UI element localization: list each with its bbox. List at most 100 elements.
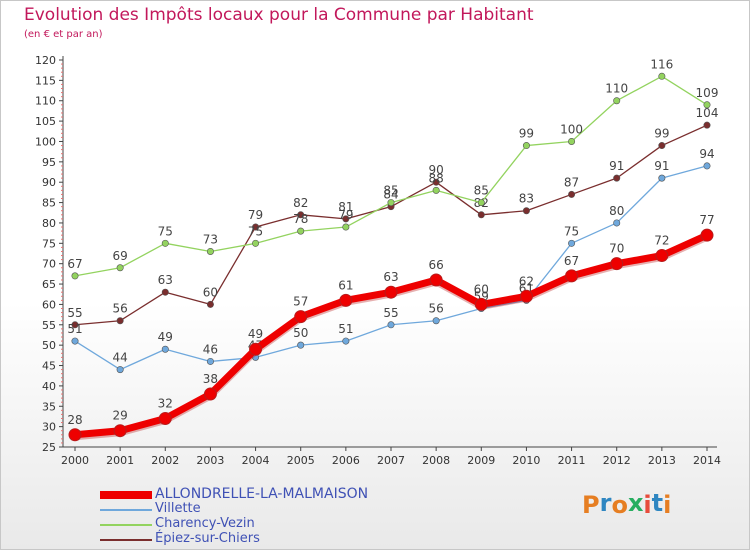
data-point-allondrelle-la-malmaison bbox=[610, 257, 624, 271]
x-tick-label: 2004 bbox=[242, 454, 270, 467]
data-point-piez-sur-chiers bbox=[116, 317, 124, 325]
data-label-allondrelle-la-malmaison: 28 bbox=[67, 413, 82, 427]
data-point-allondrelle-la-malmaison bbox=[158, 411, 172, 425]
data-label-allondrelle-la-malmaison: 29 bbox=[113, 409, 128, 423]
data-label-piez-sur-chiers: 55 bbox=[67, 306, 82, 320]
data-label-charency-vezin: 85 bbox=[474, 184, 489, 198]
legend-label-charency: Charency-Vezin bbox=[155, 516, 255, 531]
data-label-allondrelle-la-malmaison: 60 bbox=[474, 282, 489, 296]
logo-letter: r bbox=[599, 489, 612, 517]
x-tick-label: 2005 bbox=[287, 454, 315, 467]
data-label-allondrelle-la-malmaison: 32 bbox=[158, 396, 173, 410]
y-tick-label: 115 bbox=[35, 74, 56, 87]
chart-title: Evolution des Impôts locaux pour la Comm… bbox=[24, 5, 534, 25]
data-point-charency-vezin bbox=[71, 272, 79, 280]
data-point-piez-sur-chiers bbox=[477, 211, 485, 219]
data-point-charency-vezin bbox=[477, 199, 485, 207]
y-tick-label: 50 bbox=[42, 339, 56, 352]
data-label-piez-sur-chiers: 104 bbox=[696, 106, 719, 120]
x-tick-label: 2013 bbox=[648, 454, 676, 467]
x-tick-label: 2001 bbox=[106, 454, 134, 467]
data-label-allondrelle-la-malmaison: 70 bbox=[609, 242, 624, 256]
proxiti-logo: Proxiti bbox=[582, 489, 672, 519]
data-label-charency-vezin: 85 bbox=[383, 184, 398, 198]
data-point-piez-sur-chiers bbox=[432, 178, 440, 186]
data-label-piez-sur-chiers: 82 bbox=[293, 196, 308, 210]
y-tick-label: 40 bbox=[42, 380, 56, 393]
x-tick-label: 2012 bbox=[603, 454, 631, 467]
data-point-allondrelle-la-malmaison bbox=[655, 249, 669, 263]
data-label-piez-sur-chiers: 79 bbox=[248, 208, 263, 222]
data-label-charency-vezin: 73 bbox=[203, 232, 218, 246]
legend-swatch-charency bbox=[100, 524, 152, 526]
chart-subtitle: (en € et par an) bbox=[24, 29, 103, 40]
y-tick-label: 60 bbox=[42, 298, 56, 311]
data-point-villette bbox=[432, 317, 440, 325]
x-tick-label: 2006 bbox=[332, 454, 360, 467]
data-point-charency-vezin bbox=[206, 247, 214, 255]
data-label-piez-sur-chiers: 83 bbox=[519, 192, 534, 206]
y-tick-label: 25 bbox=[42, 441, 56, 454]
data-label-charency-vezin: 75 bbox=[248, 224, 263, 238]
y-tick-label: 80 bbox=[42, 217, 56, 230]
legend-swatch-allondrelle bbox=[100, 491, 152, 499]
data-point-piez-sur-chiers bbox=[703, 121, 711, 129]
legend-label-epiez: Épiez-sur-Chiers bbox=[155, 531, 260, 546]
data-label-piez-sur-chiers: 90 bbox=[429, 163, 444, 177]
data-label-villette: 75 bbox=[564, 224, 579, 238]
data-label-piez-sur-chiers: 56 bbox=[113, 302, 128, 316]
data-point-piez-sur-chiers bbox=[613, 174, 621, 182]
data-point-piez-sur-chiers bbox=[658, 142, 666, 150]
data-point-villette bbox=[658, 174, 666, 182]
data-point-villette bbox=[297, 341, 305, 349]
x-tick-label: 2002 bbox=[151, 454, 179, 467]
y-tick-label: 70 bbox=[42, 258, 56, 271]
logo-letter: t bbox=[651, 489, 664, 517]
data-label-charency-vezin: 99 bbox=[519, 127, 534, 141]
data-point-piez-sur-chiers bbox=[252, 223, 260, 231]
data-point-allondrelle-la-malmaison bbox=[519, 289, 533, 303]
data-point-allondrelle-la-malmaison bbox=[429, 273, 443, 287]
data-point-allondrelle-la-malmaison bbox=[249, 342, 263, 356]
data-point-piez-sur-chiers bbox=[522, 207, 530, 215]
logo-letter: i bbox=[643, 491, 652, 519]
data-point-charency-vezin bbox=[161, 239, 169, 247]
data-label-villette: 44 bbox=[113, 351, 128, 365]
data-label-allondrelle-la-malmaison: 61 bbox=[338, 278, 353, 292]
data-point-allondrelle-la-malmaison bbox=[474, 297, 488, 311]
data-point-allondrelle-la-malmaison bbox=[565, 269, 579, 283]
y-tick-label: 75 bbox=[42, 237, 56, 250]
data-label-piez-sur-chiers: 84 bbox=[383, 188, 398, 202]
data-label-villette: 91 bbox=[654, 159, 669, 173]
data-label-allondrelle-la-malmaison: 66 bbox=[429, 258, 444, 272]
data-point-allondrelle-la-malmaison bbox=[294, 310, 308, 324]
data-label-allondrelle-la-malmaison: 72 bbox=[654, 234, 669, 248]
y-tick-label: 105 bbox=[35, 115, 56, 128]
data-point-villette bbox=[206, 357, 214, 365]
logo-letter: P bbox=[582, 491, 600, 519]
legend-swatch-villette bbox=[100, 509, 152, 511]
data-point-allondrelle-la-malmaison bbox=[203, 387, 217, 401]
data-label-charency-vezin: 67 bbox=[67, 257, 82, 271]
data-point-piez-sur-chiers bbox=[71, 321, 79, 329]
logo-letter: i bbox=[663, 491, 672, 519]
data-point-charency-vezin bbox=[116, 264, 124, 272]
data-label-piez-sur-chiers: 87 bbox=[564, 175, 579, 189]
data-point-charency-vezin bbox=[342, 223, 350, 231]
data-label-villette: 56 bbox=[429, 302, 444, 316]
y-tick-label: 35 bbox=[42, 400, 56, 413]
data-point-charency-vezin bbox=[387, 199, 395, 207]
data-point-villette bbox=[703, 162, 711, 170]
x-tick-label: 2011 bbox=[558, 454, 586, 467]
data-point-villette bbox=[71, 337, 79, 345]
data-label-villette: 51 bbox=[67, 322, 82, 336]
data-label-charency-vezin: 69 bbox=[113, 249, 128, 263]
data-label-charency-vezin: 109 bbox=[696, 86, 719, 100]
logo-letter: o bbox=[611, 491, 628, 519]
data-label-charency-vezin: 75 bbox=[158, 224, 173, 238]
data-point-charency-vezin bbox=[703, 101, 711, 109]
legend-swatch-epiez bbox=[100, 539, 152, 541]
x-tick-label: 2014 bbox=[693, 454, 721, 467]
data-label-villette: 51 bbox=[338, 322, 353, 336]
data-point-charency-vezin bbox=[297, 227, 305, 235]
